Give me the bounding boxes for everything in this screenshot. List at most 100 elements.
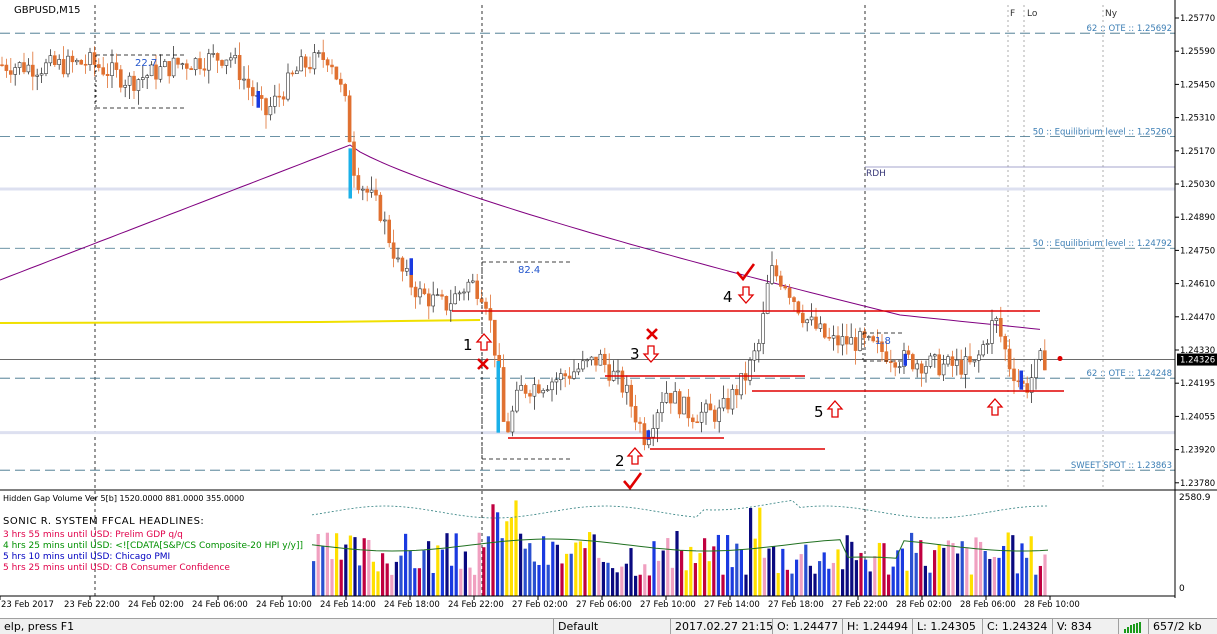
candle-body bbox=[695, 421, 700, 424]
price-tick-label: 1.24330 bbox=[1180, 346, 1215, 356]
volume-bar bbox=[900, 548, 904, 596]
status-traffic: 657/2 kb bbox=[1148, 619, 1217, 634]
candle-body bbox=[277, 95, 282, 98]
volume-bar bbox=[698, 553, 702, 596]
volume-bar bbox=[528, 543, 532, 596]
candle-body bbox=[470, 280, 475, 283]
candle-body bbox=[119, 69, 123, 88]
candle-body bbox=[352, 141, 356, 176]
volume-bar bbox=[404, 533, 408, 596]
volume-bar bbox=[445, 533, 449, 596]
session-marker-lo: Lo bbox=[1027, 9, 1038, 19]
candle-body bbox=[462, 291, 466, 294]
candle-body bbox=[189, 68, 193, 71]
candle-body bbox=[800, 312, 805, 324]
volume-bar bbox=[376, 571, 380, 596]
time-tick-label: 27 Feb 22:00 bbox=[832, 600, 888, 610]
candle-body bbox=[954, 359, 959, 366]
price-tick-label: 1.24610 bbox=[1180, 280, 1215, 290]
time-tick-label: 24 Feb 14:00 bbox=[320, 600, 376, 610]
fib-level-label: SWEET SPOT :: 1.23863 bbox=[1071, 461, 1172, 471]
candle-body bbox=[1034, 359, 1038, 378]
candle-body bbox=[141, 77, 145, 80]
candle-body bbox=[171, 57, 176, 77]
time-tick-label: 28 Feb 06:00 bbox=[960, 600, 1016, 610]
candle-body bbox=[17, 62, 22, 68]
candle-body bbox=[303, 56, 308, 68]
volume-bar bbox=[339, 559, 343, 596]
arrow-up-icon bbox=[826, 400, 844, 418]
price-dot bbox=[1057, 356, 1063, 362]
session-marker-ny: Ny bbox=[1105, 9, 1118, 19]
candle-body bbox=[211, 53, 215, 55]
candle-body bbox=[871, 336, 876, 342]
candle-body bbox=[356, 175, 361, 190]
volume-bar bbox=[937, 544, 941, 596]
volume-bar bbox=[1034, 574, 1038, 596]
candle-body bbox=[347, 95, 352, 143]
candle-body bbox=[668, 392, 673, 404]
candle-body bbox=[950, 356, 955, 366]
volume-bar bbox=[454, 533, 458, 596]
volume-bar bbox=[362, 538, 366, 596]
candle-body bbox=[1025, 383, 1029, 393]
candle-body bbox=[286, 72, 290, 100]
volume-bar bbox=[661, 550, 665, 596]
volume-bar bbox=[726, 535, 730, 596]
volume-bar bbox=[555, 544, 559, 596]
candle-body bbox=[1016, 380, 1021, 383]
candle-body bbox=[704, 403, 708, 413]
candle-body bbox=[633, 406, 638, 423]
volume-bar bbox=[730, 567, 734, 596]
volume-bar bbox=[611, 568, 615, 596]
volume-bar bbox=[983, 550, 987, 596]
candle-body bbox=[840, 336, 845, 346]
candle-body bbox=[1012, 368, 1016, 382]
volume-bar bbox=[707, 561, 711, 596]
candle-body bbox=[528, 393, 532, 397]
candle-body bbox=[48, 55, 53, 64]
candle-body bbox=[585, 359, 590, 362]
time-tick-label: 27 Feb 18:00 bbox=[768, 600, 824, 610]
volume-bar bbox=[923, 565, 927, 596]
candle-body bbox=[264, 98, 268, 116]
candle-body bbox=[457, 292, 462, 295]
volume-bar bbox=[799, 554, 803, 596]
candle-body bbox=[743, 373, 748, 381]
candle-body bbox=[541, 390, 546, 394]
session-marker-f: F bbox=[1010, 9, 1015, 19]
arrow-up-icon bbox=[626, 447, 644, 465]
candle-body bbox=[602, 353, 607, 365]
candle-body bbox=[382, 219, 387, 222]
volume-bar bbox=[772, 546, 776, 596]
volume-bar bbox=[509, 517, 513, 596]
candle-body bbox=[163, 61, 167, 68]
price-tick-label: 1.25170 bbox=[1180, 147, 1215, 157]
candle-body bbox=[998, 318, 1003, 337]
candle-body bbox=[97, 64, 101, 68]
impulse-candle bbox=[409, 258, 413, 275]
volume-bar bbox=[532, 561, 536, 596]
candle-body bbox=[123, 84, 127, 88]
volume-bar bbox=[312, 561, 316, 596]
candle-body bbox=[343, 84, 348, 97]
candle-body bbox=[849, 337, 854, 345]
candle-body bbox=[242, 78, 246, 81]
candle-body bbox=[506, 421, 510, 433]
candle-body bbox=[756, 343, 761, 352]
candle-body bbox=[431, 294, 436, 307]
volume-bar bbox=[371, 561, 375, 596]
arrow-up-icon bbox=[475, 333, 493, 351]
status-datetime: 2017.02.27 21:15 bbox=[670, 619, 773, 634]
time-tick-label: 23 Feb 22:00 bbox=[64, 600, 120, 610]
volume-bar bbox=[358, 565, 362, 596]
candle-body bbox=[176, 57, 180, 65]
volume-bar bbox=[321, 546, 325, 596]
candle-body bbox=[924, 366, 928, 374]
volume-bar bbox=[643, 564, 647, 596]
time-tick-label: 27 Feb 14:00 bbox=[704, 600, 760, 610]
status-profile[interactable]: Default bbox=[553, 619, 668, 634]
moving-average-line bbox=[0, 144, 1041, 330]
